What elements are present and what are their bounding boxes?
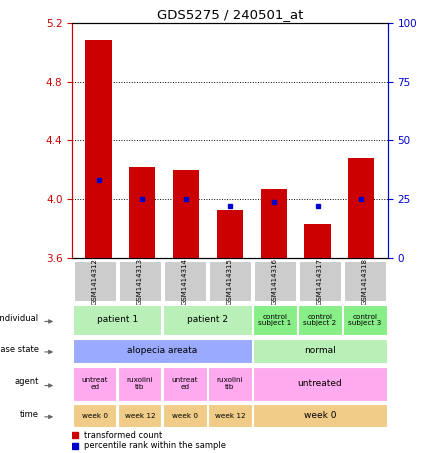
- Text: patient 2: patient 2: [187, 315, 228, 324]
- Text: week 12: week 12: [124, 413, 155, 419]
- Text: untreat
ed: untreat ed: [172, 377, 198, 390]
- Bar: [163, 404, 207, 427]
- Bar: [253, 366, 387, 401]
- Title: GDS5275 / 240501_at: GDS5275 / 240501_at: [157, 9, 303, 21]
- Bar: [129, 167, 155, 258]
- Text: week 0: week 0: [172, 413, 198, 419]
- Bar: [118, 404, 162, 427]
- Text: GSM1414313: GSM1414313: [137, 258, 143, 304]
- Bar: [73, 338, 251, 363]
- Bar: [253, 338, 387, 363]
- Bar: [343, 305, 387, 335]
- Text: normal: normal: [304, 346, 336, 355]
- Bar: [209, 261, 251, 301]
- Text: untreat
ed: untreat ed: [81, 377, 108, 390]
- Text: untreated: untreated: [298, 379, 343, 388]
- Bar: [163, 366, 207, 401]
- Bar: [164, 261, 206, 301]
- Bar: [299, 261, 341, 301]
- Text: GSM1414317: GSM1414317: [317, 258, 323, 304]
- Bar: [298, 305, 342, 335]
- Bar: [348, 158, 374, 258]
- Bar: [118, 366, 162, 401]
- Text: GSM1414316: GSM1414316: [272, 258, 278, 304]
- Bar: [254, 261, 296, 301]
- Bar: [344, 261, 386, 301]
- Bar: [253, 404, 387, 427]
- Text: GSM1414312: GSM1414312: [92, 258, 98, 304]
- Bar: [253, 305, 297, 335]
- Text: alopecia areata: alopecia areata: [127, 346, 198, 355]
- Text: ruxolini
tib: ruxolini tib: [127, 377, 153, 390]
- Text: patient 1: patient 1: [97, 315, 138, 324]
- Text: control
subject 3: control subject 3: [349, 313, 382, 326]
- Bar: [208, 404, 251, 427]
- Text: control
subject 1: control subject 1: [258, 313, 292, 326]
- Bar: [304, 224, 331, 258]
- Text: transformed count: transformed count: [85, 431, 162, 439]
- Text: time: time: [20, 410, 39, 419]
- Bar: [261, 189, 287, 258]
- Text: GSM1414314: GSM1414314: [182, 258, 188, 304]
- Bar: [163, 305, 251, 335]
- Text: GSM1414318: GSM1414318: [362, 258, 368, 304]
- Bar: [74, 261, 116, 301]
- Bar: [173, 170, 199, 258]
- Text: week 12: week 12: [215, 413, 245, 419]
- Text: GSM1414315: GSM1414315: [227, 258, 233, 304]
- Text: ruxolini
tib: ruxolini tib: [217, 377, 243, 390]
- Text: percentile rank within the sample: percentile rank within the sample: [85, 442, 226, 450]
- Bar: [73, 366, 117, 401]
- Bar: [85, 40, 112, 258]
- Bar: [73, 404, 117, 427]
- Bar: [208, 366, 251, 401]
- Text: disease state: disease state: [0, 345, 39, 354]
- Bar: [73, 305, 162, 335]
- Text: agent: agent: [14, 377, 39, 386]
- Text: week 0: week 0: [82, 413, 108, 419]
- Text: individual: individual: [0, 313, 39, 323]
- Bar: [119, 261, 161, 301]
- Text: control
subject 2: control subject 2: [304, 313, 337, 326]
- Text: week 0: week 0: [304, 411, 336, 420]
- Bar: [217, 210, 243, 258]
